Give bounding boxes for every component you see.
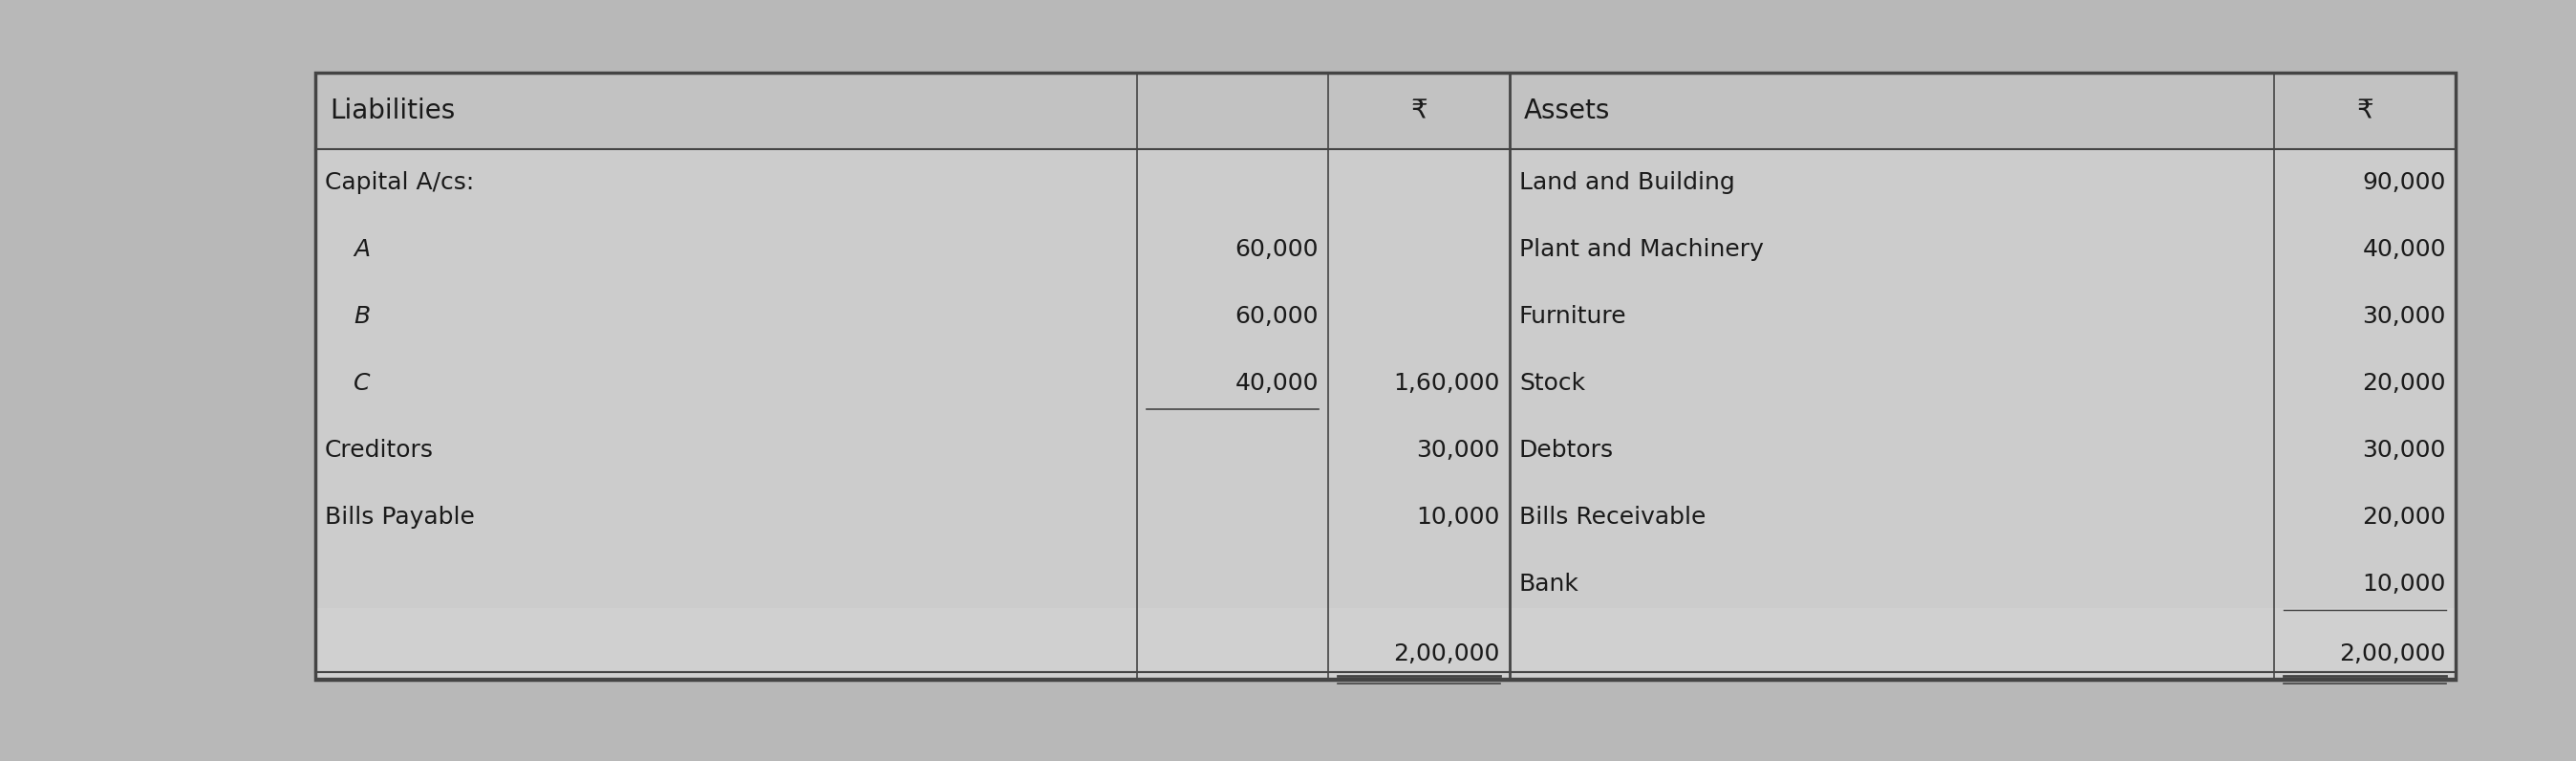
Text: C: C <box>353 372 371 395</box>
Text: 90,000: 90,000 <box>2362 171 2447 194</box>
Text: Plant and Machinery: Plant and Machinery <box>1520 238 1765 261</box>
Text: 1,60,000: 1,60,000 <box>1394 372 1499 395</box>
Text: Creditors: Creditors <box>325 439 433 462</box>
Text: 30,000: 30,000 <box>2362 439 2447 462</box>
Bar <box>314 608 2455 680</box>
Text: 60,000: 60,000 <box>1234 238 1319 261</box>
Text: ₹: ₹ <box>1412 97 1427 124</box>
Text: A: A <box>353 238 371 261</box>
Text: Capital A/cs:: Capital A/cs: <box>325 171 474 194</box>
Text: 20,000: 20,000 <box>2362 372 2447 395</box>
Bar <box>314 72 2455 680</box>
Text: Liabilities: Liabilities <box>330 97 456 124</box>
Text: Assets: Assets <box>1525 97 1610 124</box>
Text: 30,000: 30,000 <box>2362 305 2447 328</box>
Text: Bills Receivable: Bills Receivable <box>1520 506 1705 529</box>
Text: 10,000: 10,000 <box>2362 573 2447 596</box>
Bar <box>314 72 2455 680</box>
Text: 60,000: 60,000 <box>1234 305 1319 328</box>
Text: Land and Building: Land and Building <box>1520 171 1734 194</box>
Text: 10,000: 10,000 <box>1417 506 1499 529</box>
Text: Furniture: Furniture <box>1520 305 1628 328</box>
Text: 40,000: 40,000 <box>1234 372 1319 395</box>
Text: B: B <box>353 305 371 328</box>
Text: 2,00,000: 2,00,000 <box>1394 642 1499 665</box>
Text: Bank: Bank <box>1520 573 1579 596</box>
Text: Debtors: Debtors <box>1520 439 1615 462</box>
Text: 40,000: 40,000 <box>2362 238 2447 261</box>
Text: 20,000: 20,000 <box>2362 506 2447 529</box>
Text: Bills Payable: Bills Payable <box>325 506 474 529</box>
Text: ₹: ₹ <box>2357 97 2372 124</box>
Text: 2,00,000: 2,00,000 <box>2339 642 2447 665</box>
Bar <box>314 72 2455 149</box>
Text: 30,000: 30,000 <box>1417 439 1499 462</box>
Text: Stock: Stock <box>1520 372 1584 395</box>
